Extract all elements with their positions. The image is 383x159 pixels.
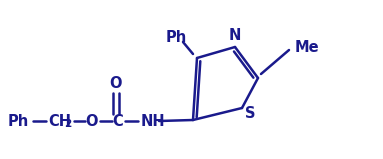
Text: Ph: Ph	[7, 114, 29, 128]
Text: S: S	[245, 107, 255, 121]
Text: 2: 2	[64, 119, 71, 129]
Text: Me: Me	[295, 39, 320, 55]
Text: O: O	[110, 76, 122, 91]
Text: O: O	[86, 114, 98, 128]
Text: CH: CH	[48, 114, 71, 128]
Text: C: C	[113, 114, 123, 128]
Text: N: N	[229, 28, 241, 44]
Text: NH: NH	[141, 114, 165, 128]
Text: Ph: Ph	[165, 31, 187, 45]
